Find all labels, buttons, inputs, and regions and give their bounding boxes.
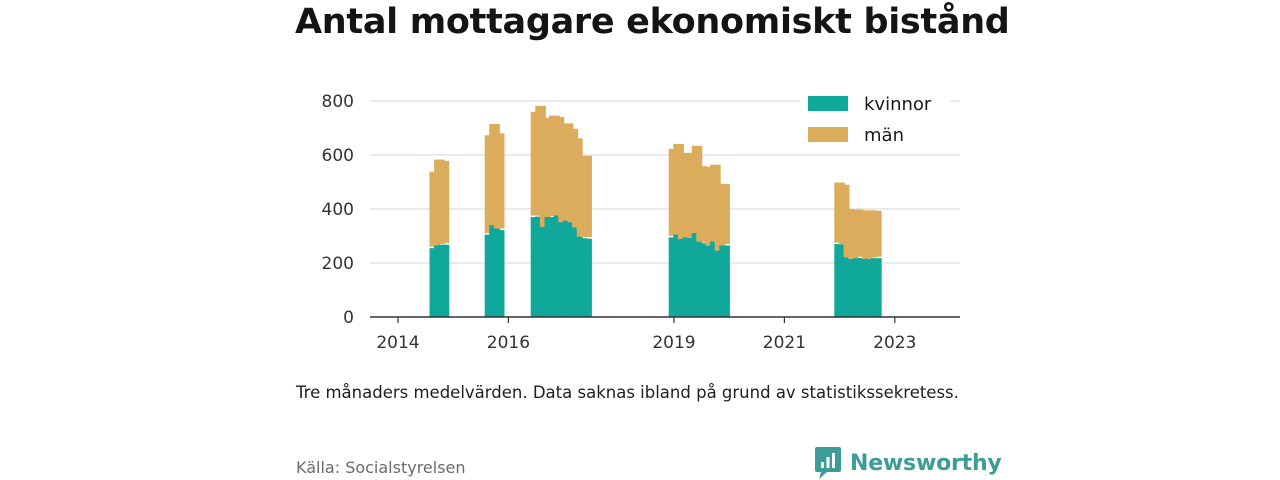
bar-man [581,155,592,238]
x-tick-label: 2016 [487,333,530,353]
source-text: Källa: Socialstyrelsen [296,458,466,477]
legend-label-man: män [864,125,904,146]
y-tick-label: 400 [322,200,354,220]
x-tick-label: 2021 [763,333,806,353]
newsworthy-logo[interactable]: Newsworthy [814,446,1002,480]
legend: kvinnor män [800,88,950,154]
bar-kvinnor [438,244,450,317]
bar-kvinnor [493,230,505,317]
bar-man [493,133,505,229]
chart-title: Antal mottagare ekonomiskt bistånd [295,2,1010,42]
bar-kvinnor [871,258,882,317]
bar-kvinnor [719,245,730,317]
bars [429,105,882,317]
brand-name: Newsworthy [850,450,1002,476]
axes: 0 200 400 600 800 2014 2016 2019 2021 2023 [322,92,960,353]
x-tick-label: 2019 [652,333,695,353]
y-tick-label: 200 [322,254,354,274]
legend-swatch-man [808,127,848,142]
bar-kvinnor [581,238,592,317]
bar-man [438,160,450,244]
y-tick-label: 0 [343,308,354,328]
newsworthy-bubble-icon [815,447,841,479]
chart-note: Tre månaders medelvärden. Data saknas ib… [296,383,959,402]
bar-man [871,210,882,257]
x-tick-label: 2023 [873,333,916,353]
stacked-bar-chart: 0 200 400 600 800 2014 2016 2019 2021 2023 kvinno… [321,88,960,353]
y-tick-label: 800 [322,92,354,112]
y-tick-label: 600 [322,146,354,166]
bar-man [719,183,730,244]
legend-swatch-kvinnor [808,96,848,111]
legend-label-kvinnor: kvinnor [864,94,932,115]
x-tick-label: 2014 [376,333,419,353]
